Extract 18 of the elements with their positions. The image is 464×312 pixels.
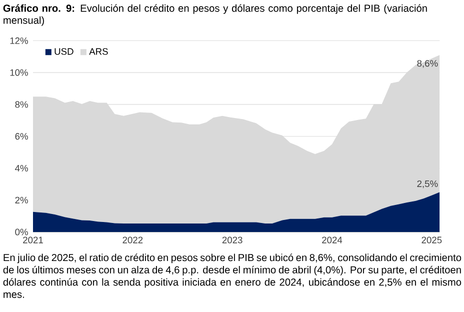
y-tick-label: 12% [10, 37, 28, 44]
y-tick-label: 6% [15, 133, 28, 140]
y-tick-label: 2% [15, 196, 28, 204]
legend-label: USD [54, 48, 74, 55]
y-tick-label: 4% [15, 164, 28, 172]
data-label: 2,5% [417, 180, 438, 188]
chart-title: Gráfico nro. 9: Evolución del crédito en pesos y dólares como porcentaje del PIB (variación mensual) [3, 4, 427, 26]
x-tick-label: 2021 [23, 236, 43, 244]
x-tick-label: 2024 [322, 236, 342, 244]
y-tick-label: 0% [15, 228, 28, 236]
text: En julio de 2025, el ratio de crédito en pesos sobre el PIB se ubicó en 8,6%, consolidando el crecimiento de los últimos meses con un alza de 4,6 p.p. desde el mínimo de abril (4,0%). Por su parte, el créditoen dólares continúa con la senda positiva iniciada en enero de 2024, ubicándose en 2,5% en el mismo mes. [3, 254, 462, 298]
y-tick-label: 10% [10, 69, 28, 76]
legend-label: ARS [89, 48, 108, 55]
data-label: 8,6% [417, 60, 438, 68]
y-tick-label: 8% [15, 101, 28, 108]
x-tick-label: 2023 [222, 236, 242, 244]
x-tick-label: 2025 [422, 236, 442, 244]
x-tick-label: 2022 [122, 236, 143, 244]
